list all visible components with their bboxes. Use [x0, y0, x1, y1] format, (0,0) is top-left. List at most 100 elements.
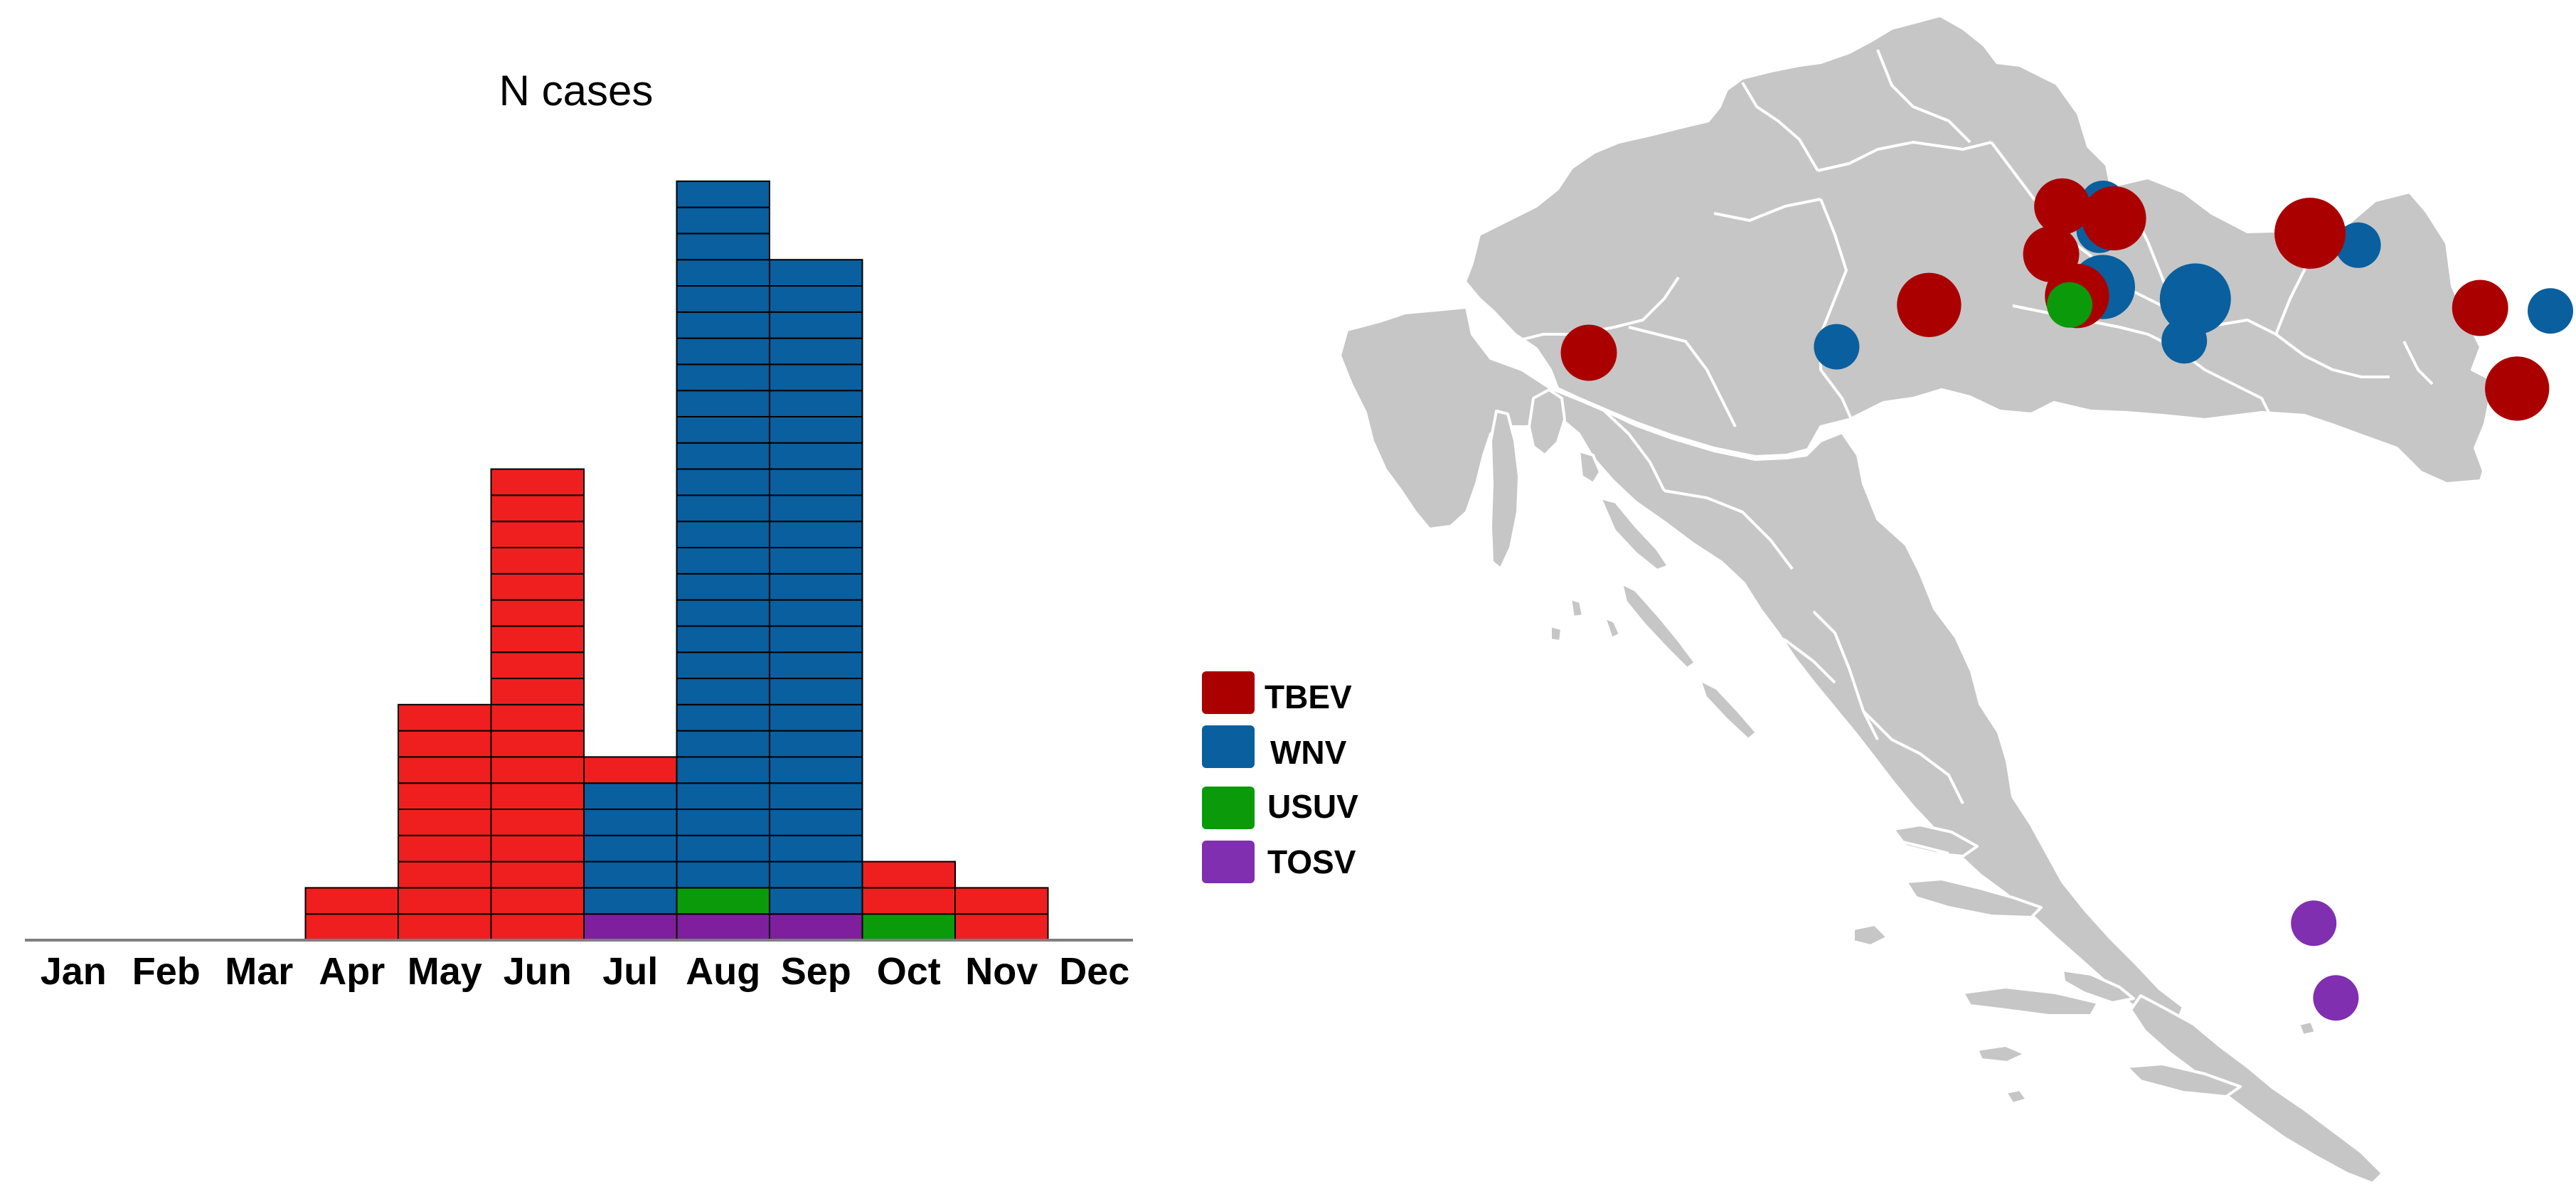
bar-cell-wnv-sep — [769, 625, 863, 654]
legend-item-tbev: TBEV — [1202, 671, 1352, 715]
x-axis-tick-labels: Jan Feb Mar Apr May Jun Jul Aug Sep Oct Nov Dec — [41, 950, 1130, 993]
bar-cell-wnv-aug — [676, 311, 770, 339]
bar-cell-wnv-aug — [676, 834, 770, 863]
x-tick-label-mar: Mar — [225, 950, 293, 993]
bar-cell-wnv-aug — [676, 599, 770, 627]
bar-cell-tbev-jun — [490, 809, 585, 836]
bar-cell-wnv-sep — [769, 521, 863, 549]
bar-cell-tbev-jun — [490, 572, 585, 601]
bar-cell-wnv-aug — [676, 494, 770, 523]
bar-cell-wnv-aug — [676, 703, 770, 732]
bubble-tbev-2 — [2082, 186, 2146, 251]
bar-cell-wnv-jul — [583, 782, 678, 810]
legend-label-wnv: WNV — [1270, 734, 1347, 771]
bar-cell-wnv-aug — [676, 651, 770, 680]
bubble-tbev-3 — [2274, 198, 2346, 269]
bar-cell-tbev-jun — [490, 887, 585, 915]
bar-cell-wnv-sep — [769, 860, 863, 889]
bar-cell-tbev-may — [398, 782, 492, 810]
bubble-usuv-1 — [2047, 282, 2092, 328]
bar-cell-wnv-aug — [676, 390, 770, 418]
bar-cell-wnv-sep — [769, 390, 863, 418]
bar-cell-tbev-oct — [861, 887, 956, 915]
bar-cell-tbev-jun — [490, 521, 585, 549]
bar-cell-wnv-sep — [769, 416, 863, 444]
bar-cell-wnv-aug — [676, 259, 770, 287]
x-tick-label-jun: Jun — [504, 950, 572, 993]
bar-cell-usuv-aug — [676, 887, 770, 915]
bar-cell-tbev-jul — [583, 756, 678, 784]
legend-swatch-tbev — [1202, 671, 1255, 714]
bar-cell-wnv-sep — [769, 259, 863, 287]
bar-cell-wnv-sep — [769, 834, 863, 863]
case-bubbles — [1560, 178, 2573, 1021]
bubble-tosv-1 — [2291, 900, 2337, 947]
croatia-map — [1338, 14, 2573, 1185]
bar-cell-tbev-may — [398, 703, 492, 732]
bubble-wnv-3 — [2335, 222, 2381, 268]
bar-cell-tbev-may — [398, 809, 492, 836]
x-tick-label-may: May — [408, 950, 482, 993]
map-island-cres — [1489, 410, 1521, 570]
bar-cell-tbev-may — [398, 887, 492, 915]
legend: TBEV WNV USUV TOSV — [1202, 671, 1358, 883]
legend-label-tbev: TBEV — [1265, 678, 1352, 715]
bar-cell-wnv-aug — [676, 442, 770, 470]
bar-cell-wnv-sep — [769, 311, 863, 339]
bar-cell-wnv-aug — [676, 809, 770, 836]
map-island-lastovo — [1976, 1044, 2027, 1064]
bar-cell-wnv-sep — [769, 468, 863, 496]
bar-cell-tbev-jun — [490, 547, 585, 575]
bar-cell-tbev-may — [398, 756, 492, 784]
x-tick-label-dec: Dec — [1059, 950, 1129, 993]
x-tick-label-oct: Oct — [877, 950, 941, 993]
bar-cell-tbev-jun — [490, 494, 585, 523]
bar-cell-wnv-jul — [583, 887, 678, 915]
map-island-ugljan — [1549, 597, 1622, 643]
bubble-tbev-1 — [2034, 178, 2091, 235]
x-tick-label-aug: Aug — [686, 950, 760, 993]
bar-cell-wnv-sep — [769, 651, 863, 680]
monthly-histogram: N cases Jan Feb Mar Apr May Jun Jul Aug Sep Oct No… — [25, 67, 1133, 993]
map-island-small — [2004, 1020, 2317, 1105]
bar-cell-wnv-sep — [769, 887, 863, 915]
bar-cell-wnv-aug — [676, 468, 770, 496]
bar-cell-wnv-aug — [676, 180, 770, 208]
bar-cell-wnv-aug — [676, 285, 770, 313]
bubble-tbev-6 — [1897, 272, 1962, 337]
bar-cell-wnv-sep — [769, 572, 863, 601]
bar-cell-wnv-jul — [583, 809, 678, 836]
legend-swatch-wnv — [1202, 725, 1255, 768]
x-tick-label-apr: Apr — [319, 950, 385, 993]
bar-cell-wnv-sep — [769, 730, 863, 758]
bar-cell-wnv-sep — [769, 337, 863, 366]
legend-swatch-usuv — [1202, 787, 1255, 829]
bar-cell-tbev-apr — [304, 913, 399, 941]
map-island-korcula — [1962, 986, 2099, 1017]
bar-cell-tbev-nov — [954, 887, 1049, 915]
bar-cell-wnv-sep — [769, 703, 863, 732]
bar-cell-wnv-jul — [583, 860, 678, 889]
bar-cell-wnv-sep — [769, 599, 863, 627]
bar-cell-tbev-may — [398, 834, 492, 863]
chart-title: N cases — [499, 67, 654, 114]
bar-cell-tbev-jun — [490, 860, 585, 889]
map-island-mljet — [2125, 1062, 2242, 1098]
bar-cell-tbev-oct — [861, 860, 956, 889]
bar-cell-tbev-jun — [490, 834, 585, 863]
bar-cells — [304, 180, 1049, 941]
map-island-kornati — [1698, 678, 1758, 741]
bar-cell-tbev-jun — [490, 678, 585, 705]
legend-item-wnv: WNV — [1202, 725, 1347, 771]
bar-cell-tbev-jun — [490, 468, 585, 496]
x-tick-label-nov: Nov — [965, 950, 1038, 993]
map-island-brac — [1892, 824, 1979, 858]
bar-cell-wnv-aug — [676, 206, 770, 235]
bubble-tbev-10 — [2485, 356, 2550, 421]
bar-cell-wnv-sep — [769, 363, 863, 392]
legend-label-tosv: TOSV — [1267, 843, 1356, 880]
bar-cell-tbev-jun — [490, 782, 585, 810]
bar-cell-wnv-sep — [769, 285, 863, 313]
